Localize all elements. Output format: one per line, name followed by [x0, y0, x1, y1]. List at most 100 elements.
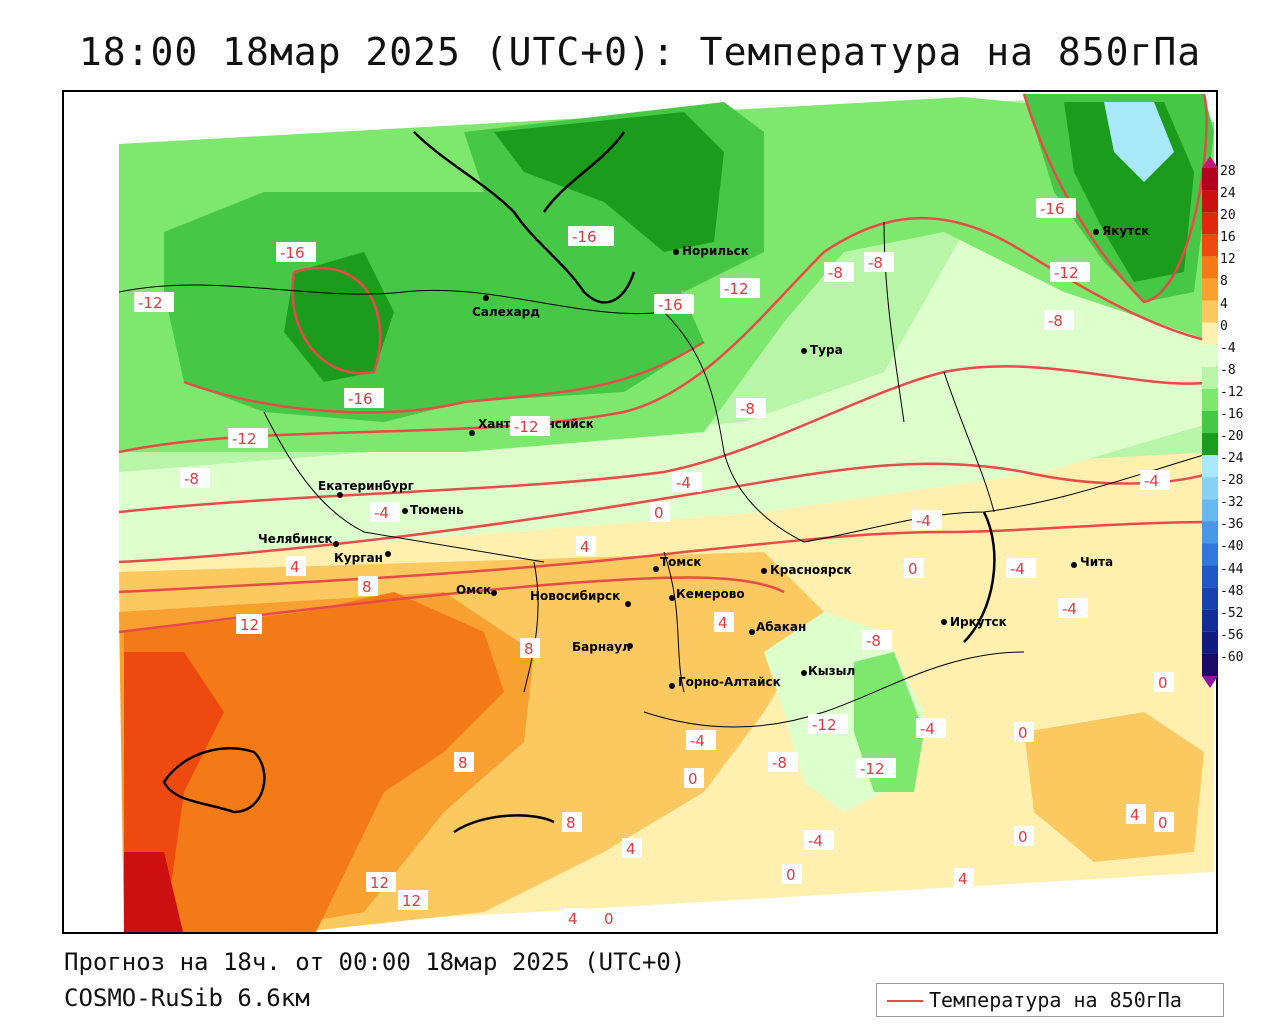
iso-label-36: 8 — [562, 812, 582, 832]
iso-label-6: -8 — [864, 252, 894, 272]
scale-label: 8 — [1220, 274, 1228, 290]
iso-label-46: 0 — [1154, 812, 1174, 832]
svg-text:12: 12 — [240, 616, 259, 634]
iso-label-8: -16 — [1036, 198, 1076, 218]
svg-text:-12: -12 — [138, 294, 163, 312]
scale-label: -36 — [1220, 517, 1244, 533]
model-info: COSMO-RuSib 6.6км — [64, 984, 310, 1012]
iso-label-38: 0 — [782, 864, 802, 884]
city-chelyabinsk: Челябинск — [258, 532, 333, 546]
iso-label-30: -12 — [856, 758, 896, 778]
city-irkutsk: Иркутск — [950, 615, 1007, 629]
svg-text:4: 4 — [568, 910, 578, 928]
iso-label-39: 12 — [366, 872, 396, 892]
svg-text:-16: -16 — [572, 228, 597, 246]
iso-label-37: 4 — [622, 838, 642, 858]
city-kyzyl: Кызыл — [808, 664, 855, 678]
field-minus4 — [119, 232, 1214, 562]
city-gorno-altaysk: Горно-Алтайск — [678, 675, 781, 689]
svg-text:4: 4 — [1130, 806, 1140, 824]
iso-label-47: -4 — [1140, 470, 1170, 490]
svg-text:4: 4 — [626, 840, 636, 858]
field-minus20-b — [494, 112, 724, 252]
iso-label-35: 8 — [454, 752, 474, 772]
svg-text:4: 4 — [718, 614, 728, 632]
scale-cell — [1202, 234, 1218, 257]
coastlines — [162, 131, 996, 834]
iso-label-16: -4 — [912, 510, 942, 530]
city-omsk: Омск — [456, 583, 491, 597]
scale-label: -40 — [1220, 539, 1244, 555]
svg-text:-8: -8 — [740, 400, 755, 418]
city-salekhard: Салехард — [472, 305, 540, 319]
iso-label-26: 4 — [714, 612, 734, 632]
svg-text:8: 8 — [362, 578, 372, 596]
svg-text:-4: -4 — [1010, 560, 1025, 578]
svg-text:0: 0 — [786, 866, 796, 884]
scale-cell — [1202, 631, 1218, 654]
temperature-map[interactable]: Норильск Якутск Салехард Тура Ханты-Манс… — [62, 90, 1218, 934]
iso-label-3: -16 — [654, 294, 694, 314]
iso-label-9: -12 — [1050, 262, 1090, 282]
scale-top-arrow — [1202, 156, 1218, 168]
iso-label-44: 0 — [1014, 826, 1034, 846]
color-scale: 28 24 20 16 12 8 4 0 -4 -8 -12 -16 -20 -24 -28 -32 -36 -4… — [1200, 156, 1280, 688]
scale-label: -56 — [1220, 627, 1244, 643]
scale-label: -16 — [1220, 406, 1244, 422]
field-sayan-cold — [854, 652, 924, 792]
iso-label-4: -16 — [344, 388, 384, 408]
scale-cell — [1202, 433, 1218, 456]
svg-text:0: 0 — [688, 770, 698, 788]
svg-text:-8: -8 — [1048, 312, 1063, 330]
iso-label-31: -8 — [768, 752, 798, 772]
svg-text:12: 12 — [370, 874, 389, 892]
scale-label: 28 — [1220, 164, 1236, 179]
scale-label: -60 — [1220, 649, 1244, 665]
scale-label: -28 — [1220, 473, 1244, 489]
svg-text:8: 8 — [524, 640, 534, 658]
city-yakutsk: Якутск — [1102, 224, 1149, 238]
scale-label: 12 — [1220, 252, 1236, 268]
iso-label-40: 12 — [398, 890, 428, 910]
svg-text:8: 8 — [458, 754, 468, 772]
color-scale-bar — [1202, 156, 1218, 688]
scale-cell — [1202, 521, 1218, 544]
city-tura: Тура — [810, 343, 843, 357]
iso-label-34: 0 — [1014, 722, 1034, 742]
city-norilsk: Норильск — [682, 244, 749, 258]
scale-cell — [1202, 322, 1218, 345]
svg-text:-8: -8 — [772, 754, 787, 772]
scale-label: 0 — [1220, 318, 1228, 334]
scale-cell — [1202, 256, 1218, 279]
scale-cell — [1202, 344, 1218, 367]
svg-text:-4: -4 — [676, 474, 691, 492]
svg-text:-4: -4 — [1062, 600, 1077, 618]
scale-label: -24 — [1220, 451, 1244, 467]
scale-cell — [1202, 366, 1218, 389]
iso-label-24: 12 — [236, 614, 262, 634]
iso-label-0: -16 — [276, 242, 316, 262]
city-tyumen: Тюмень — [410, 503, 464, 517]
svg-text:-12: -12 — [514, 418, 539, 436]
svg-text:-4: -4 — [690, 732, 705, 750]
iso-label-12: -12 — [510, 416, 550, 436]
svg-text:0: 0 — [908, 560, 918, 578]
svg-text:-12: -12 — [812, 716, 837, 734]
svg-text:-8: -8 — [868, 254, 883, 272]
svg-text:0: 0 — [1018, 828, 1028, 846]
scale-label: 4 — [1220, 296, 1228, 312]
scale-cell — [1202, 212, 1218, 235]
field-minus24-ne — [1104, 102, 1174, 182]
iso-label-25: 8 — [520, 638, 540, 658]
svg-text:-4: -4 — [920, 720, 935, 738]
svg-text:0: 0 — [1018, 724, 1028, 742]
city-novosibirsk: Новосибирск — [530, 589, 620, 603]
svg-text:-12: -12 — [232, 430, 257, 448]
scale-cell — [1202, 168, 1218, 191]
svg-text:-8: -8 — [184, 470, 199, 488]
city-yekaterinburg: Екатеринбург — [318, 479, 414, 493]
svg-text:-4: -4 — [1144, 472, 1159, 490]
iso-label-49: -4 — [1058, 598, 1088, 618]
iso-label-22: 4 — [286, 556, 306, 576]
svg-text:-8: -8 — [828, 264, 843, 282]
